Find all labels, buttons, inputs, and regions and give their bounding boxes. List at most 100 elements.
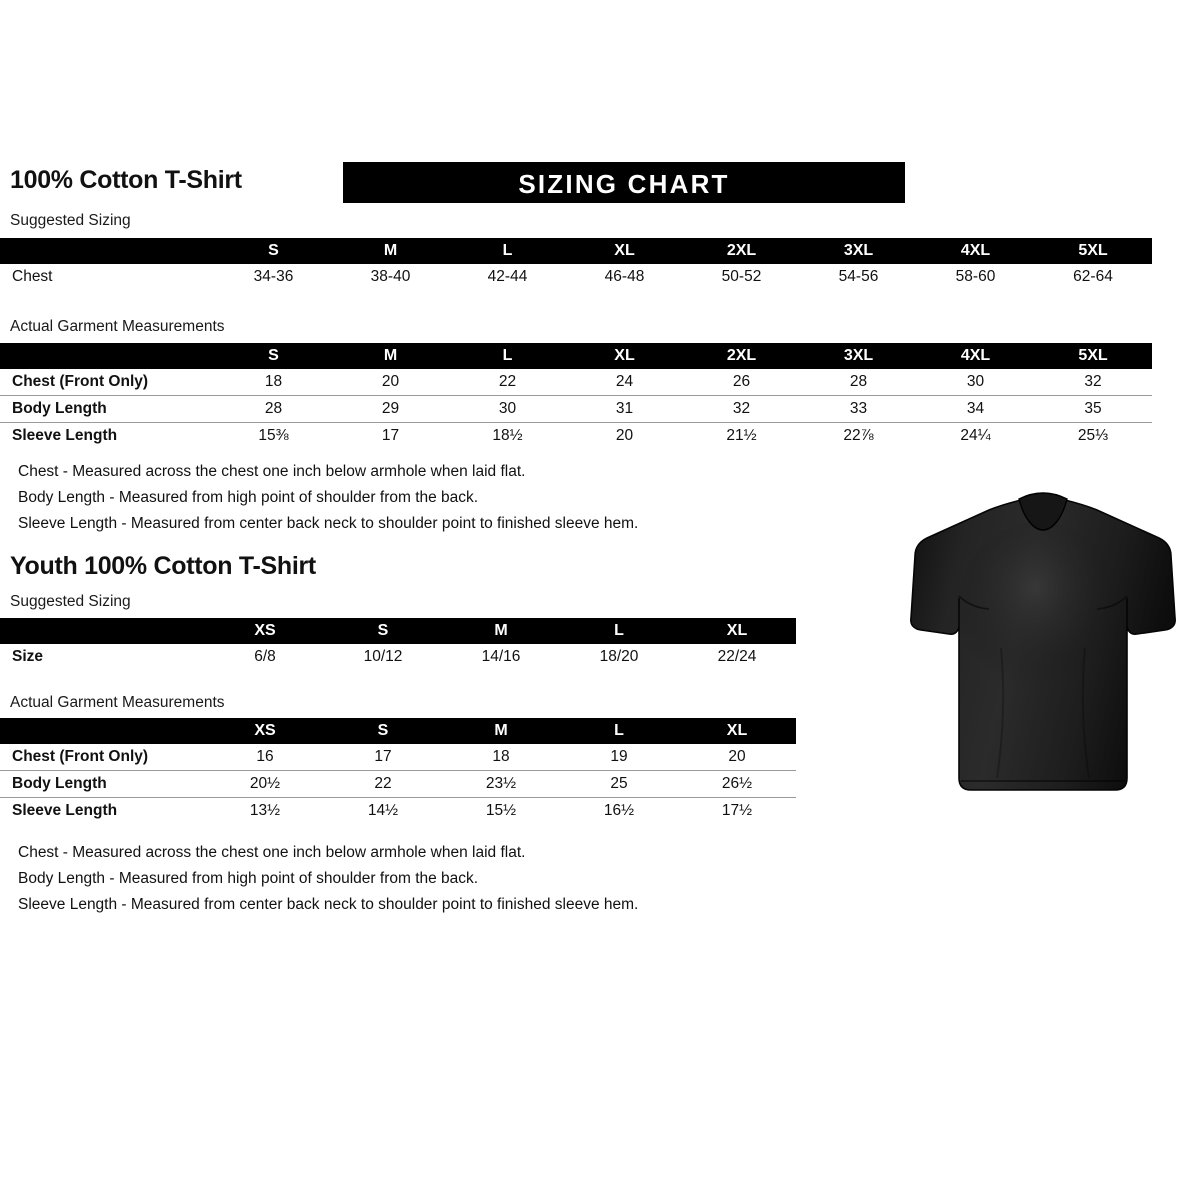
table-row: Sleeve Length 13½ 14½ 15½ 16½ 17½ xyxy=(0,798,796,825)
tshirt-right-sleeve-seam xyxy=(1096,595,1128,610)
cell-bodylength-m: 23½ xyxy=(485,775,517,792)
cell-size-xl: 22/24 xyxy=(717,648,757,665)
cell-sleevelength-s: 14½ xyxy=(367,802,399,819)
cell-chestfront-l: 22 xyxy=(498,373,517,390)
note-sleeve-length: Sleeve Length - Measured from center bac… xyxy=(18,896,639,913)
youth-suggested-sizing-label: Suggested Sizing xyxy=(10,593,131,610)
note-sleeve-length: Sleeve Length - Measured from center bac… xyxy=(18,515,639,532)
column-header-l: L xyxy=(614,722,624,739)
tshirt-icon xyxy=(910,492,1176,791)
note-chest: Chest - Measured across the chest one in… xyxy=(18,844,526,861)
table-row: Chest (Front Only) 16 17 18 19 20 xyxy=(0,744,796,771)
cell-chest-5xl: 62-64 xyxy=(1073,268,1113,285)
cell-sleevelength-2xl: 21½ xyxy=(726,427,757,444)
cell-size-l: 18/20 xyxy=(599,648,639,665)
table-header-row: XS S M L XL xyxy=(0,718,796,744)
column-header-2xl: 2XL xyxy=(726,347,757,364)
cell-chestfront-l: 19 xyxy=(610,748,628,765)
cell-bodylength-s: 28 xyxy=(264,400,283,417)
cell-chestfront-xs: 16 xyxy=(256,748,274,765)
column-header-4xl: 4XL xyxy=(960,242,991,259)
column-header-l: L xyxy=(614,622,624,639)
row-label-chest: Chest xyxy=(12,268,53,285)
column-header-3xl: 3XL xyxy=(843,347,874,364)
sizing-chart-banner-label: SIZING CHART xyxy=(518,169,730,199)
tshirt-collar xyxy=(1018,492,1068,531)
tshirt-left-sleeve-seam xyxy=(958,595,990,610)
tshirt-fold-right xyxy=(1081,647,1090,779)
note-body-length: Body Length - Measured from high point o… xyxy=(18,870,479,887)
table-header-row: S M L XL 2XL 3XL 4XL 5XL xyxy=(0,238,1152,264)
column-header-s: S xyxy=(377,722,389,739)
column-header-m: M xyxy=(383,347,398,364)
cell-bodylength-3xl: 33 xyxy=(849,400,868,417)
column-header-2xl: 2XL xyxy=(726,242,757,259)
column-header-s: S xyxy=(377,622,389,639)
column-header-s: S xyxy=(268,347,279,364)
cell-sleevelength-xs: 13½ xyxy=(249,802,281,819)
column-header-xl: XL xyxy=(614,347,635,364)
cell-sleevelength-xl: 20 xyxy=(615,427,634,444)
cell-size-xs: 6/8 xyxy=(254,648,276,665)
table-row: Size 6/8 10/12 14/16 18/20 22/24 xyxy=(0,644,796,670)
column-header-5xl: 5XL xyxy=(1078,242,1108,259)
row-label-chest-front-only: Chest (Front Only) xyxy=(12,373,149,390)
cell-bodylength-4xl: 34 xyxy=(966,400,985,417)
youth-measurement-notes: Chest - Measured across the chest one in… xyxy=(18,840,638,918)
cell-sleevelength-l: 16½ xyxy=(603,802,635,819)
cell-bodylength-xs: 20½ xyxy=(249,775,281,792)
adult-measurement-notes: Chest - Measured across the chest one in… xyxy=(18,459,638,537)
table-row: Chest (Front Only) 18 20 22 24 26 28 30 … xyxy=(0,369,1152,396)
column-header-l: L xyxy=(502,347,513,364)
page-title: 100% Cotton T-Shirt xyxy=(10,166,242,194)
adult-suggested-sizing-label: Suggested Sizing xyxy=(10,212,131,229)
column-header-l: L xyxy=(502,242,513,259)
column-header-rowlabel xyxy=(0,618,206,644)
cell-sleevelength-s: 15⅜ xyxy=(258,427,289,444)
column-header-xl: XL xyxy=(614,242,635,259)
row-label-sleeve-length: Sleeve Length xyxy=(12,427,118,444)
table-row: Chest 34-36 38-40 42-44 46-48 50-52 54-5… xyxy=(0,264,1152,290)
column-header-rowlabel xyxy=(0,238,215,264)
cell-chestfront-m: 20 xyxy=(381,373,400,390)
column-header-m: M xyxy=(494,722,508,739)
column-header-4xl: 4XL xyxy=(960,347,991,364)
cell-chestfront-2xl: 26 xyxy=(732,373,751,390)
note-body-length: Body Length - Measured from high point o… xyxy=(18,489,479,506)
cell-size-m: 14/16 xyxy=(481,648,521,665)
cell-sleevelength-m: 15½ xyxy=(485,802,517,819)
cell-chest-4xl: 58-60 xyxy=(955,268,996,285)
cell-bodylength-xl: 31 xyxy=(615,400,634,417)
table-row: Body Length 28 29 30 31 32 33 34 35 xyxy=(0,396,1152,423)
cell-bodylength-s: 22 xyxy=(374,775,392,792)
column-header-xl: XL xyxy=(726,722,748,739)
sizing-chart-banner: SIZING CHART xyxy=(343,162,905,203)
tshirt-highlight xyxy=(955,522,1123,714)
table-header-row: S M L XL 2XL 3XL 4XL 5XL xyxy=(0,343,1152,369)
cell-chest-3xl: 54-56 xyxy=(838,268,879,285)
adult-garment-measurements-table: S M L XL 2XL 3XL 4XL 5XL Chest (Front On… xyxy=(0,343,1152,449)
cell-chestfront-xl: 24 xyxy=(615,373,634,390)
cell-chestfront-3xl: 28 xyxy=(849,373,868,390)
adult-garment-measurements-label: Actual Garment Measurements xyxy=(10,318,225,335)
column-header-rowlabel xyxy=(0,343,215,369)
cell-bodylength-l: 30 xyxy=(498,400,517,417)
chart-header: 100% Cotton T-Shirt SIZING CHART xyxy=(10,162,1170,206)
cell-chest-l: 42-44 xyxy=(487,268,528,285)
column-header-xs: XS xyxy=(254,722,276,739)
row-label-body-length: Body Length xyxy=(12,775,107,792)
cell-chestfront-5xl: 32 xyxy=(1084,373,1102,390)
table-row: Body Length 20½ 22 23½ 25 26½ xyxy=(0,771,796,798)
cell-chest-m: 38-40 xyxy=(370,268,411,285)
column-header-s: S xyxy=(268,242,279,259)
cell-bodylength-xl: 26½ xyxy=(721,775,753,792)
cell-sleevelength-5xl: 25⅓ xyxy=(1077,427,1109,444)
cell-chestfront-m: 18 xyxy=(492,748,510,765)
youth-garment-measurements-table: XS S M L XL Chest (Front Only) 16 17 18 … xyxy=(0,718,796,824)
youth-section-title: Youth 100% Cotton T-Shirt xyxy=(10,552,316,580)
note-chest: Chest - Measured across the chest one in… xyxy=(18,463,526,480)
cell-bodylength-2xl: 32 xyxy=(732,400,751,417)
adult-suggested-sizing-table: S M L XL 2XL 3XL 4XL 5XL Chest 34-36 38-… xyxy=(0,238,1152,290)
row-label-body-length: Body Length xyxy=(12,400,107,417)
